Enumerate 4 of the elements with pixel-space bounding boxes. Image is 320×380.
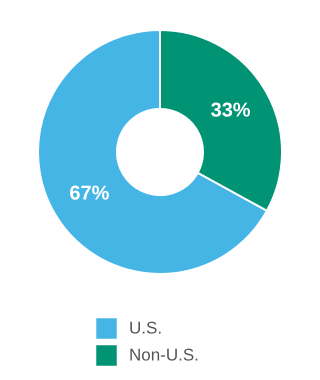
data-label: 33% — [210, 99, 251, 122]
legend-label: Non-U.S. — [129, 346, 199, 364]
legend-label: U.S. — [129, 318, 162, 338]
data-label: 67% — [69, 182, 110, 205]
